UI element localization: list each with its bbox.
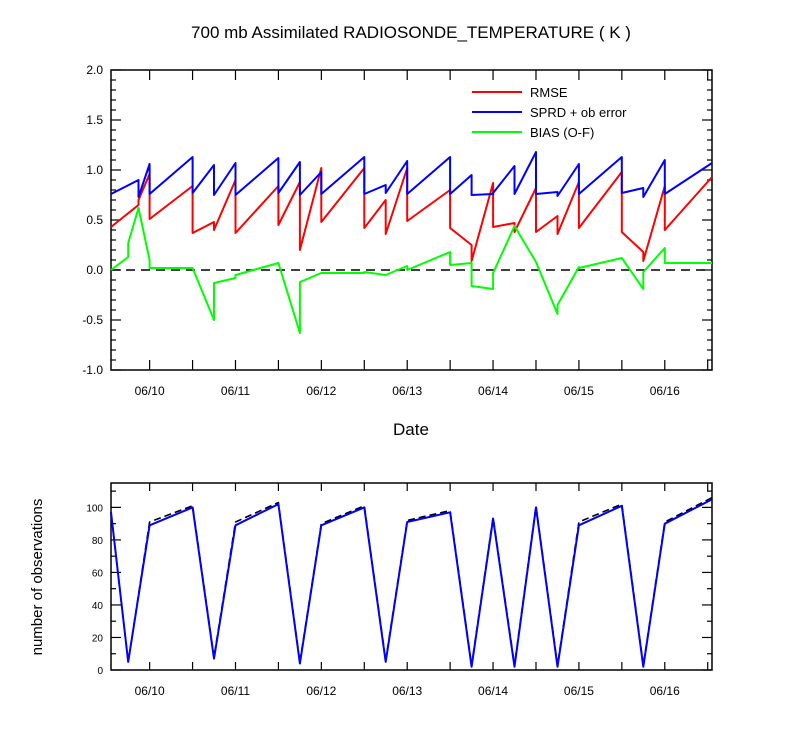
y-tick-label: 0.0 [86, 263, 103, 277]
legend-sprd-label: SPRD + ob error [530, 105, 627, 120]
y-tick-label: 20 [92, 633, 104, 644]
rmse-sprd-bias-panel: -1.0-0.50.00.51.01.52.0 06/10 06/11 06/12 0… [82, 63, 713, 398]
y-tick-label: 1.5 [86, 113, 103, 127]
x-tick-label: 06/13 [392, 684, 422, 698]
bottom-series [110, 496, 713, 668]
x-tick-label: 06/12 [306, 684, 336, 698]
y-tick-label: 100 [86, 503, 103, 514]
x-tick-label: 06/15 [564, 684, 594, 698]
y-tick-label: 1.0 [86, 163, 103, 177]
y-axis-label-observations: number of observations [29, 499, 46, 656]
legend: RMSE SPRD + ob error BIAS (O-F) [472, 85, 627, 140]
y-tick-label: 80 [92, 536, 104, 547]
bottom-y-tick-labels: 0 20 40 60 80 100 [86, 503, 103, 677]
y-tick-label: -0.5 [82, 313, 103, 327]
top-x-tick-labels: 06/10 06/11 06/12 06/13 06/14 06/15 06/16 [135, 384, 680, 398]
y-tick-label: 2.0 [86, 63, 103, 77]
top-y-tick-labels: -1.0 -0.5 0.0 0.5 1.0 1.5 2.0 [82, 63, 103, 377]
series-line-sprd-ob-error [110, 151, 713, 198]
x-tick-label: 06/10 [135, 684, 165, 698]
chart-title: 700 mb Assimilated RADIOSONDE_TEMPERATUR… [191, 23, 631, 42]
y-tick-label: 40 [92, 601, 104, 612]
legend-bias-label: BIAS (O-F) [530, 125, 594, 140]
x-tick-label: 06/14 [478, 684, 508, 698]
series-line-observations-assimilated [110, 498, 713, 668]
x-tick-label: 06/11 [221, 384, 250, 398]
y-tick-label: 60 [92, 568, 104, 579]
y-tick-label: 0.5 [86, 213, 103, 227]
bottom-axis-ticks [111, 483, 712, 671]
y-tick-label: 0 [97, 666, 103, 677]
series-line-bias-o-f- [110, 207, 712, 334]
x-tick-label: 06/11 [221, 684, 250, 698]
y-tick-label: -1.0 [82, 363, 103, 377]
x-axis-label: Date [393, 420, 429, 439]
legend-rmse-label: RMSE [530, 85, 568, 100]
bottom-x-tick-labels: 06/10 06/11 06/12 06/13 06/14 06/15 06/16 [135, 684, 680, 698]
x-tick-label: 06/14 [478, 384, 508, 398]
x-tick-label: 06/16 [650, 384, 680, 398]
x-tick-label: 06/16 [650, 684, 680, 698]
x-tick-label: 06/10 [135, 384, 165, 398]
top-series [110, 151, 713, 334]
x-tick-label: 06/13 [392, 384, 422, 398]
x-tick-label: 06/12 [306, 384, 336, 398]
x-tick-label: 06/15 [564, 384, 594, 398]
series-line-observations-possible [110, 496, 713, 666]
bottom-plot-frame [110, 482, 713, 671]
